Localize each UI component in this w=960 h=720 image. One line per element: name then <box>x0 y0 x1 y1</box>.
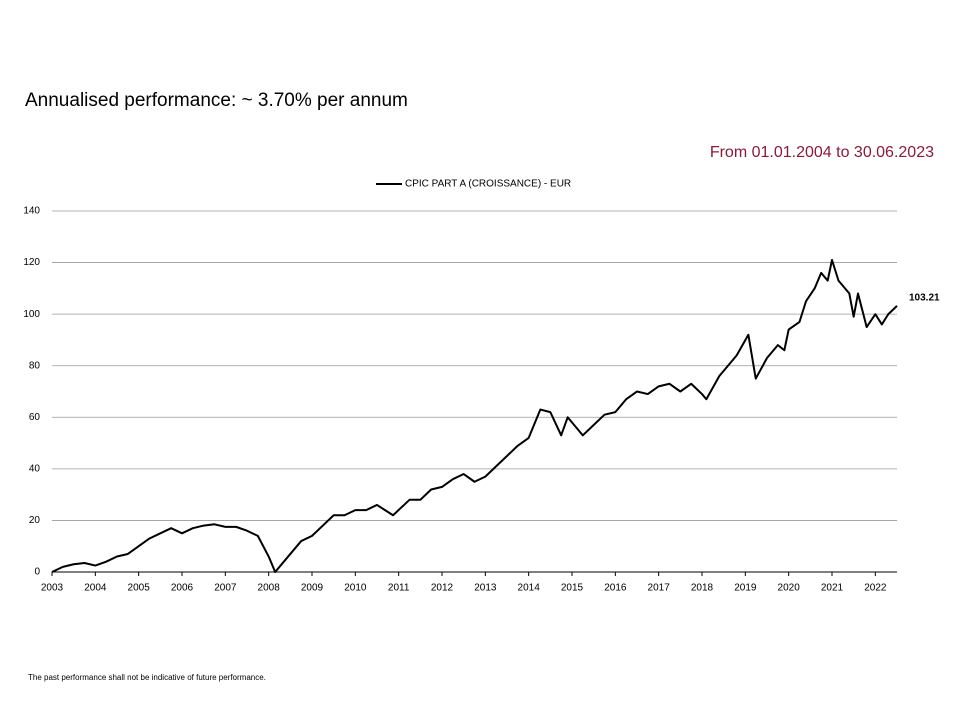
x-tick-label: 2012 <box>431 583 454 594</box>
x-tick-label: 2007 <box>214 583 237 594</box>
line <box>51 258 898 573</box>
y-tick-label: 40 <box>29 463 41 474</box>
x-tick-label: 2004 <box>84 583 107 594</box>
x-tick-label: 2022 <box>864 583 887 594</box>
x-tick-label: 2015 <box>561 583 584 594</box>
x-tick-label: 2014 <box>518 583 541 594</box>
x-tick-label: 2019 <box>734 583 757 594</box>
y-tick-label: 100 <box>23 309 40 320</box>
chart-subtitle: From 01.01.2004 to 30.06.2023 <box>710 144 934 161</box>
x-tick-label: 2020 <box>778 583 801 594</box>
legend-label: CPIC PART A (CROISSANCE) - EUR <box>405 179 571 190</box>
x-tick-label: 2021 <box>821 583 844 594</box>
chart-title: Annualised performance: ~ 3.70% per annu… <box>25 90 408 111</box>
y-tick-label: 0 <box>34 567 40 578</box>
x-tick-label: 2010 <box>344 583 367 594</box>
y-tick-label: 20 <box>29 515 41 526</box>
x-tick-label: 2013 <box>474 583 497 594</box>
footnote: The past performance shall not be indica… <box>28 673 266 682</box>
x-tick-label: 2011 <box>388 583 410 594</box>
x-tick-label: 2009 <box>301 583 324 594</box>
y-tick-label: 140 <box>23 206 40 217</box>
y-tick-label: 80 <box>29 360 41 371</box>
x-tick-label: 2016 <box>604 583 627 594</box>
end-value-label: 103.21 <box>909 293 940 304</box>
x-tick-label: 2017 <box>648 583 671 594</box>
x-tick-label: 2003 <box>41 583 64 594</box>
y-tick-label: 60 <box>29 412 41 423</box>
x-tick-label: 2005 <box>128 583 151 594</box>
x-tick-label: 2006 <box>171 583 194 594</box>
x-tick-label: 2018 <box>691 583 714 594</box>
x-tick-label: 2008 <box>258 583 281 594</box>
y-tick-label: 120 <box>23 257 40 268</box>
